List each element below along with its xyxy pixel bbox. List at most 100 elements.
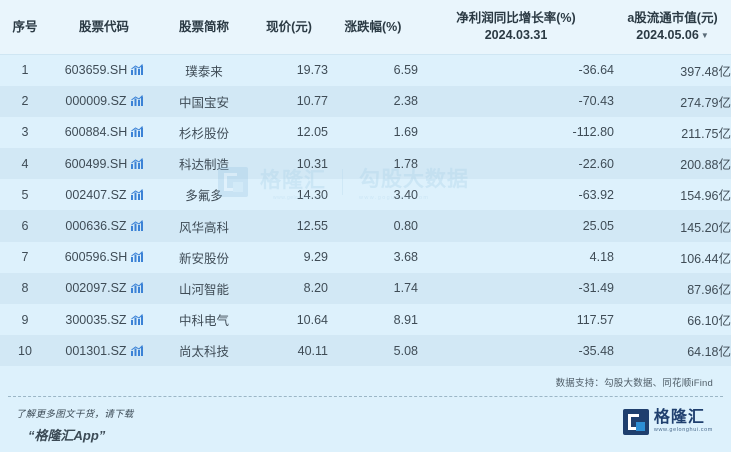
mini-bar-chart-icon[interactable] (131, 157, 144, 169)
cell-change-percent: 2.38 (393, 94, 418, 109)
profit-header-date: 2024.03.31 (484, 28, 548, 42)
mini-bar-chart-icon[interactable] (130, 95, 143, 107)
gelonghui-logo-url: www.gelonghui.com (653, 427, 713, 434)
cell-stock-code[interactable]: 001301.SZ (50, 335, 158, 366)
table-row[interactable]: 10 001301.SZ 尚太科技 40.11 5.08 -35.48 64.18亿 (0, 335, 731, 367)
table-row[interactable]: 9 300035.SZ 中科电气 10.64 8.91 117.57 66.10亿 (0, 304, 731, 336)
mini-bar-chart-icon[interactable] (131, 64, 144, 76)
cell-float-market-cap: 64.18亿 (687, 345, 731, 360)
app-promo-line1: 了解更多图文干货，请下载 (16, 409, 134, 420)
mini-bar-chart-icon[interactable] (130, 313, 143, 325)
table-row[interactable]: 7 600596.SH 新安股份 9.29 3.68 4.18 106.44亿 (0, 241, 731, 273)
cell-current-price: 14.30 (296, 187, 328, 202)
cell-float-market-cap: 154.96亿 (680, 189, 731, 204)
footer: 了解更多图文干货，请下载 “格隆汇App” 格隆汇 www.gelonghui.… (0, 397, 731, 452)
cell-float-market-cap: 274.79亿 (680, 95, 731, 110)
cell-change-percent: 1.78 (393, 156, 418, 171)
table-row[interactable]: 4 600499.SH 科达制造 10.31 1.78 -22.60 200.88亿 (0, 148, 731, 180)
column-header-name[interactable]: 股票简称 (158, 0, 250, 55)
cell-index: 2 (21, 94, 29, 109)
cell-stock-code[interactable]: 000636.SZ (50, 210, 158, 241)
column-header-price[interactable]: 现价(元) (250, 0, 328, 55)
cell-current-price: 10.77 (296, 94, 328, 109)
stock-table-container: 序号 股票代码 股票简称 现价(元) 涨跌幅(%) 净利润同比增长率(%) 20… (0, 0, 731, 367)
cell-float-market-cap: 211.75亿 (681, 126, 731, 141)
stock-code-text: 600596.SH (64, 250, 128, 265)
cap-header-line1: a股流通市值(元) (627, 11, 718, 26)
cell-stock-name[interactable]: 中科电气 (178, 314, 229, 329)
cell-float-market-cap: 397.48亿 (680, 64, 731, 79)
cell-index: 5 (21, 187, 29, 202)
table-row[interactable]: 8 002097.SZ 山河智能 8.20 1.74 -31.49 87.96亿 (0, 272, 731, 304)
stock-code-text: 300035.SZ (65, 312, 127, 327)
table-row[interactable]: 1 603659.SH 璞泰来 19.73 6.59 -36.64 397.48亿 (0, 54, 731, 86)
table-row[interactable]: 5 002407.SZ 多氟多 14.30 3.40 -63.92 154.96亿 (0, 179, 731, 211)
cell-stock-code[interactable]: 300035.SZ (50, 304, 158, 335)
mini-bar-chart-icon[interactable] (131, 251, 144, 263)
cell-stock-code[interactable]: 600499.SH (50, 148, 158, 179)
sort-descending-caret-icon[interactable]: ▼ (700, 31, 709, 40)
cell-change-percent: 1.69 (393, 125, 418, 140)
cell-float-market-cap: 66.10亿 (687, 314, 731, 329)
cell-stock-code[interactable]: 603659.SH (50, 55, 158, 86)
cell-profit-growth: -36.64 (578, 63, 614, 78)
cell-index: 10 (18, 343, 32, 358)
cell-stock-name[interactable]: 山河智能 (178, 282, 229, 297)
column-header-float-market-cap[interactable]: a股流通市值(元) 2024.05.06 ▼ (614, 0, 731, 55)
column-header-change[interactable]: 涨跌幅(%) (328, 0, 418, 55)
cell-float-market-cap: 106.44亿 (680, 251, 731, 266)
cell-profit-growth: 117.57 (576, 312, 614, 327)
cell-change-percent: 1.74 (393, 281, 418, 296)
mini-bar-chart-icon[interactable] (130, 282, 143, 294)
cell-change-percent: 8.91 (393, 312, 418, 327)
column-header-index[interactable]: 序号 (0, 0, 50, 55)
mini-bar-chart-icon[interactable] (130, 344, 143, 356)
cell-stock-name[interactable]: 新安股份 (178, 251, 229, 266)
cell-stock-name[interactable]: 风华高科 (178, 220, 229, 235)
table-row[interactable]: 2 000009.SZ 中国宝安 10.77 2.38 -70.43 274.79亿 (0, 85, 731, 117)
stock-code-text: 600499.SH (64, 156, 128, 171)
cell-current-price: 40.11 (297, 343, 328, 358)
footer-dashed-divider (8, 396, 723, 397)
mini-bar-chart-icon[interactable] (131, 126, 144, 138)
data-source-note: 数据支持：勾股大数据、同花顺iFind (0, 373, 731, 395)
cell-current-price: 19.73 (296, 63, 328, 78)
cell-index: 9 (21, 312, 29, 327)
cell-stock-code[interactable]: 600596.SH (50, 242, 158, 273)
cell-current-price: 12.05 (296, 125, 328, 140)
cell-stock-name[interactable]: 杉杉股份 (178, 126, 229, 141)
stock-code-text: 600884.SH (64, 125, 128, 140)
stock-code-text: 002097.SZ (65, 281, 127, 296)
column-header-code[interactable]: 股票代码 (50, 0, 158, 55)
cell-current-price: 12.55 (296, 219, 328, 234)
mini-bar-chart-icon[interactable] (130, 188, 143, 200)
column-header-profit-growth[interactable]: 净利润同比增长率(%) 2024.03.31 (418, 0, 614, 55)
cell-stock-name[interactable]: 璞泰来 (185, 64, 223, 79)
cell-stock-code[interactable]: 600884.SH (50, 117, 158, 148)
cell-float-market-cap: 145.20亿 (680, 220, 731, 235)
cell-stock-code[interactable]: 000009.SZ (50, 86, 158, 117)
cell-stock-name[interactable]: 科达制造 (178, 158, 229, 173)
mini-bar-chart-icon[interactable] (130, 220, 143, 232)
gelonghui-logo: 格隆汇 www.gelonghui.com (622, 409, 713, 435)
cell-index: 7 (21, 250, 29, 265)
cell-stock-name[interactable]: 多氟多 (185, 189, 223, 204)
cell-change-percent: 3.40 (393, 187, 418, 202)
table-row[interactable]: 6 000636.SZ 风华高科 12.55 0.80 25.05 145.20亿 (0, 210, 731, 242)
stock-code-text: 603659.SH (64, 63, 128, 78)
cell-index: 4 (21, 156, 29, 171)
cell-stock-code[interactable]: 002097.SZ (50, 273, 158, 304)
cell-profit-growth: 4.18 (589, 250, 614, 265)
cell-stock-name[interactable]: 尚太科技 (178, 345, 229, 360)
cell-stock-name[interactable]: 中国宝安 (178, 95, 229, 110)
cell-stock-code[interactable]: 002407.SZ (50, 179, 158, 210)
table-row[interactable]: 3 600884.SH 杉杉股份 12.05 1.69 -112.80 211.75亿 (0, 116, 731, 149)
app-promo: 了解更多图文干货，请下载 “格隆汇App” (16, 406, 134, 444)
cell-float-market-cap: 200.88亿 (680, 158, 731, 173)
cell-profit-growth: -35.48 (578, 343, 614, 358)
cell-change-percent: 0.80 (393, 219, 418, 234)
cell-current-price: 8.20 (303, 281, 328, 296)
header-row: 序号 股票代码 股票简称 现价(元) 涨跌幅(%) 净利润同比增长率(%) 20… (0, 0, 731, 55)
cell-profit-growth: -31.49 (578, 281, 614, 296)
